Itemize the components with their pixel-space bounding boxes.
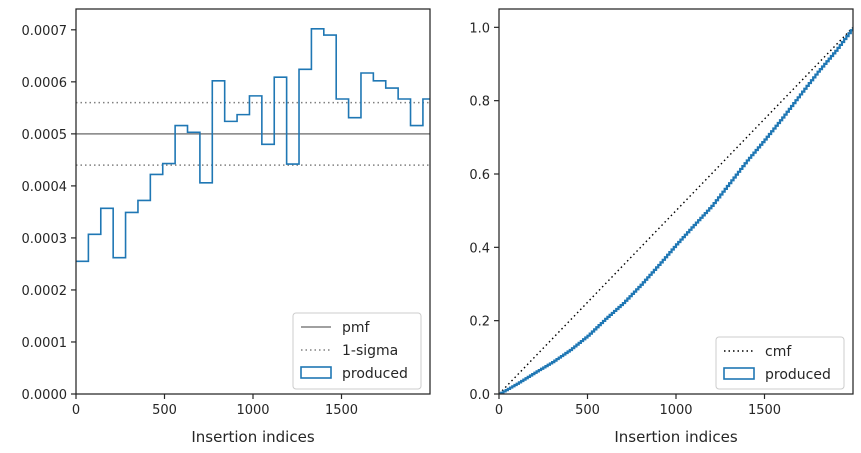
y-tick-label: 0.0 xyxy=(469,388,490,403)
histogram-steps xyxy=(76,27,430,263)
y-tick-label: 0.6 xyxy=(469,168,490,183)
x-tick-label: 1500 xyxy=(325,403,358,418)
x-tick-label: 500 xyxy=(152,403,177,418)
legend-produced-patch xyxy=(300,366,332,379)
cmf-panel: 0 500 1000 1500 0.0 0.2 0.4 0.6 0.8 1.0 Insertion … xyxy=(469,8,854,446)
y-tick-label: 0.0007 xyxy=(22,24,68,39)
x-tick-label: 0 xyxy=(495,403,503,418)
x-tick-label: 1500 xyxy=(748,403,781,418)
legend-label: 1-sigma xyxy=(342,343,398,359)
y-tick-label: 0.0005 xyxy=(22,128,68,143)
x-tick-label: 500 xyxy=(575,403,600,418)
legend-label: produced xyxy=(342,366,408,382)
legend-label: cmf xyxy=(765,344,792,360)
x-axis-label: Insertion indices xyxy=(614,428,737,446)
histogram-panel: 0 500 1000 1500 0.0000 0.0001 0.0002 0.0003 0.00… xyxy=(22,8,431,446)
y-tick-label: 0.0000 xyxy=(22,388,68,403)
x-tick-label: 1000 xyxy=(659,403,692,418)
legend-box xyxy=(292,312,422,390)
legend-label: pmf xyxy=(342,320,371,336)
y-tick-label: 0.0006 xyxy=(22,76,68,91)
x-tick-label: 0 xyxy=(72,403,80,418)
y-tick-label: 0.0002 xyxy=(22,284,68,299)
y-tick-label: 0.4 xyxy=(469,241,490,256)
produced-cumulative-line xyxy=(499,27,853,394)
y-tick-label: 0.8 xyxy=(469,95,490,110)
y-tick-label: 1.0 xyxy=(469,21,490,36)
legend-produced-patch xyxy=(723,367,755,380)
y-tick-label: 0.0003 xyxy=(22,232,68,247)
x-tick-label: 1000 xyxy=(236,403,269,418)
legend-box xyxy=(715,336,845,390)
y-tick-label: 0.2 xyxy=(469,315,490,330)
x-axis-label: Insertion indices xyxy=(191,428,314,446)
legend-label: produced xyxy=(765,367,831,383)
y-tick-label: 0.0004 xyxy=(22,180,68,195)
plot-frame xyxy=(498,8,854,395)
y-tick-label: 0.0001 xyxy=(22,336,68,351)
